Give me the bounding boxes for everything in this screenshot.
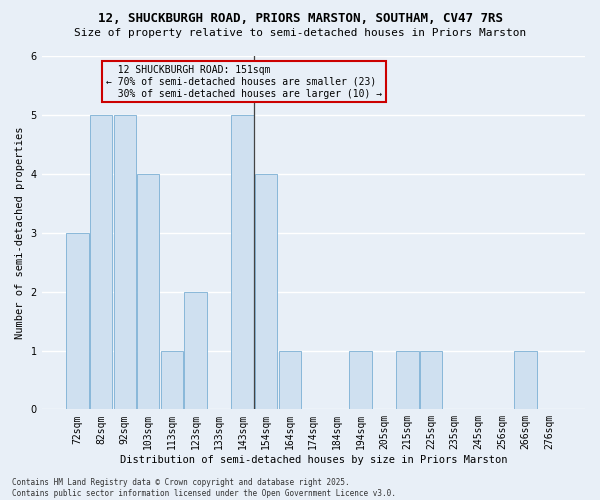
Bar [90, 116, 112, 410]
Y-axis label: Number of semi-detached properties: Number of semi-detached properties [15, 126, 25, 339]
Bar [161, 350, 183, 410]
Text: Contains HM Land Registry data © Crown copyright and database right 2025.
Contai: Contains HM Land Registry data © Crown c… [12, 478, 396, 498]
Text: Size of property relative to semi-detached houses in Priors Marston: Size of property relative to semi-detach… [74, 28, 526, 38]
Bar [397, 350, 419, 410]
Text: 12, SHUCKBURGH ROAD, PRIORS MARSTON, SOUTHAM, CV47 7RS: 12, SHUCKBURGH ROAD, PRIORS MARSTON, SOU… [97, 12, 503, 26]
Bar [232, 116, 254, 410]
Bar [184, 292, 206, 410]
X-axis label: Distribution of semi-detached houses by size in Priors Marston: Distribution of semi-detached houses by … [119, 455, 507, 465]
Bar [420, 350, 442, 410]
Bar [255, 174, 277, 410]
Bar [137, 174, 160, 410]
Text: 12 SHUCKBURGH ROAD: 151sqm  
← 70% of semi-detached houses are smaller (23)
  30: 12 SHUCKBURGH ROAD: 151sqm ← 70% of semi… [106, 66, 382, 98]
Bar [278, 350, 301, 410]
Bar [113, 116, 136, 410]
Bar [514, 350, 537, 410]
Bar [349, 350, 371, 410]
Bar [67, 233, 89, 410]
